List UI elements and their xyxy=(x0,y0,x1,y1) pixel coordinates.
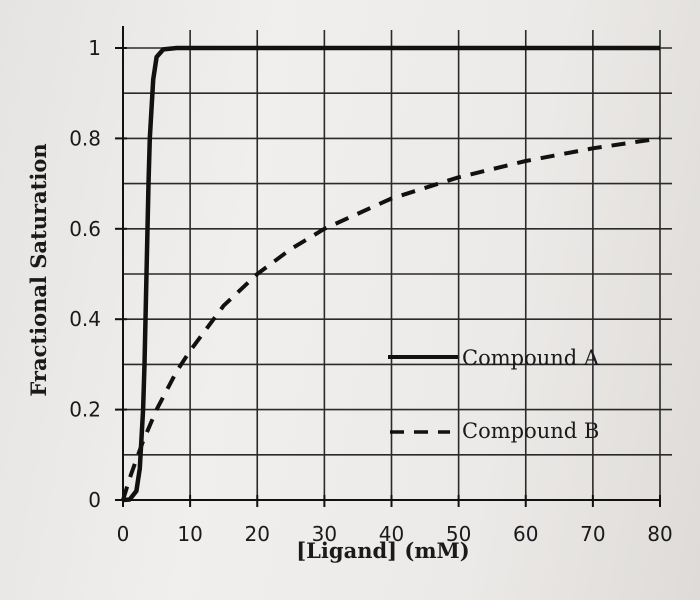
x-tick-label: 60 xyxy=(513,522,538,546)
series-line-compound-a xyxy=(122,45,660,503)
y-tick-label: 0.4 xyxy=(69,307,101,331)
x-tick-label: 10 xyxy=(177,522,202,546)
legend-label-compound-b: Compound B xyxy=(462,419,599,443)
y-tick-label: 1 xyxy=(88,36,101,60)
y-tick-label: 0.2 xyxy=(69,398,101,422)
y-axis-label: Fractional Saturation xyxy=(26,143,51,396)
x-axis-label: [Ligand] (mM) xyxy=(296,538,470,563)
y-tick-label: 0.6 xyxy=(69,217,101,241)
y-tick-label: 0.8 xyxy=(69,126,101,150)
x-tick-label: 70 xyxy=(580,522,605,546)
x-tick-label: 20 xyxy=(245,522,270,546)
x-tick-label: 40 xyxy=(379,522,404,546)
x-tick-label: 50 xyxy=(446,522,471,546)
series-line-compound-b xyxy=(121,136,661,501)
x-tick-label: 30 xyxy=(312,522,337,546)
legend: Compound A Compound B xyxy=(388,346,600,443)
x-tick-label: 0 xyxy=(117,522,130,546)
tick-labels: 0 10 20 30 40 50 60 70 80 0 0.2 0.4 0.6 0.8 1 xyxy=(69,36,673,546)
y-tick-label: 0 xyxy=(88,488,101,512)
axes xyxy=(115,26,661,507)
x-tick-label: 80 xyxy=(647,522,672,546)
legend-label-compound-a: Compound A xyxy=(462,346,600,370)
series xyxy=(121,45,661,503)
